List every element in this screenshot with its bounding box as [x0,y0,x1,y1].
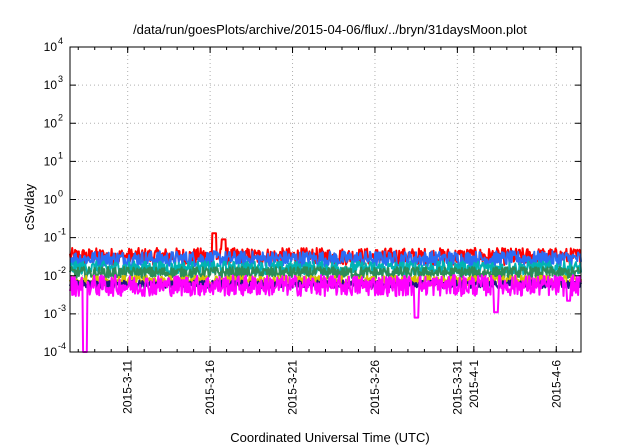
y-tick-exponent: 0 [58,189,63,199]
y-tick-exponent: 4 [58,36,63,46]
y-tick-label: 10 [44,307,58,321]
series-line-4 [69,266,582,280]
x-tick-label: 2015-3-16 [203,360,217,415]
series-layer [69,232,582,353]
x-ticks: 2015-3-11 2015-3-16 2015-3-21 2015-3-26 2015… [77,47,574,415]
y-tick-label: 10 [44,231,58,245]
grid [70,47,581,352]
y-tick-label: 10 [44,193,58,207]
y-tick-label: 10 [44,40,58,54]
y-tick-label: 10 [44,154,58,168]
x-tick-label: 2015-3-31 [450,360,464,415]
x-tick-label: 2015-4-1 [467,360,481,408]
y-tick-label: 10 [44,345,58,359]
y-tick-exponent: 2 [58,112,63,122]
series-line-2 [69,250,582,268]
y-tick-label: 10 [44,116,58,130]
y-axis-label: cSv/day [22,183,37,230]
y-tick-exponent: -4 [58,341,66,351]
y-tick-exponent: -3 [58,303,66,313]
chart-title: /data/run/goesPlots/archive/2015-04-06/f… [133,22,527,37]
x-tick-label: 2015-3-11 [121,360,135,414]
y-tick-exponent: -2 [58,265,66,275]
y-tick-exponent: 3 [58,74,63,84]
y-tick-label: 10 [44,78,58,92]
x-axis-label: Coordinated Universal Time (UTC) [230,430,429,445]
series-line-7 [69,274,582,353]
y-tick-exponent: -1 [58,227,66,237]
y-tick-exponent: 1 [58,150,63,160]
y-tick-label: 10 [44,269,58,283]
x-tick-label: 2015-3-21 [286,360,300,415]
x-tick-label: 2015-3-26 [368,360,382,415]
x-tick-label: 2015-4-6 [549,360,563,408]
